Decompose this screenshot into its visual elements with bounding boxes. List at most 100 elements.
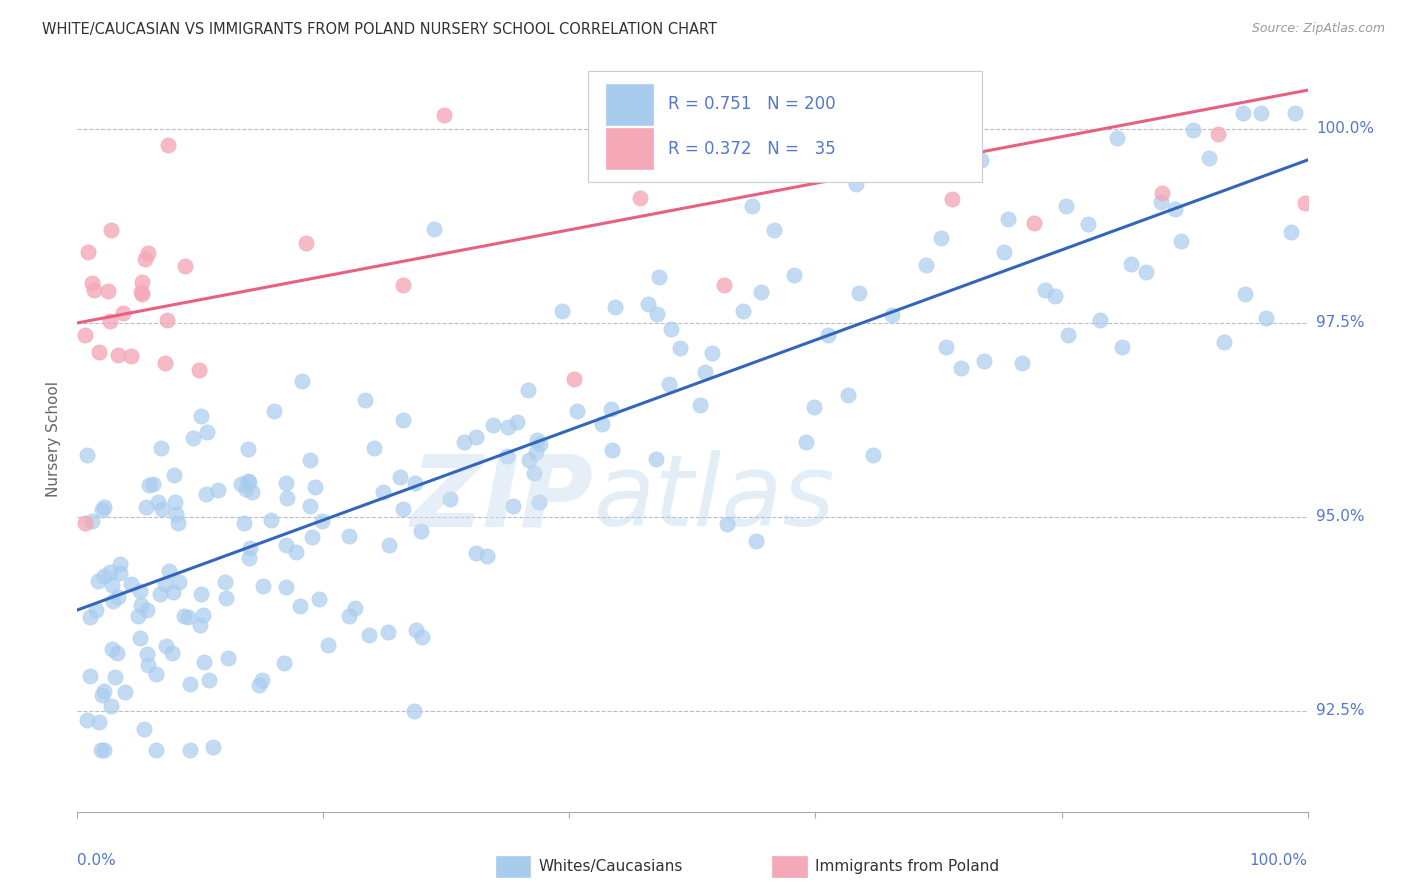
Point	[887, 151, 910, 165]
Point	[162, 585, 184, 599]
Text: 95.0%: 95.0%	[1316, 509, 1364, 524]
Point	[794, 434, 817, 449]
Point	[173, 608, 195, 623]
Point	[404, 705, 426, 719]
Y-axis label: Nursery School: Nursery School	[45, 381, 60, 498]
Point	[551, 304, 574, 318]
Point	[193, 607, 215, 622]
Point	[250, 673, 273, 687]
Point	[997, 212, 1019, 227]
Point	[145, 742, 167, 756]
Point	[862, 448, 884, 462]
Point	[950, 361, 973, 376]
Point	[136, 246, 159, 260]
Point	[359, 627, 381, 641]
Point	[605, 300, 627, 314]
Point	[496, 449, 519, 463]
Point	[131, 287, 153, 301]
Point	[190, 617, 212, 632]
Point	[404, 475, 426, 490]
Point	[391, 412, 413, 426]
Point	[76, 448, 98, 462]
Point	[135, 500, 157, 515]
Point	[529, 437, 551, 451]
Point	[1256, 311, 1278, 326]
Point	[87, 574, 110, 589]
Point	[890, 106, 912, 120]
Point	[422, 221, 444, 235]
Point	[195, 486, 218, 500]
Point	[371, 484, 394, 499]
Point	[138, 477, 160, 491]
Point	[308, 592, 330, 607]
Point	[75, 328, 97, 343]
Point	[562, 372, 585, 386]
Point	[339, 608, 361, 623]
Point	[311, 515, 333, 529]
Point	[193, 655, 215, 669]
Point	[111, 305, 134, 319]
Point	[591, 417, 613, 431]
Point	[201, 739, 224, 754]
Point	[453, 435, 475, 450]
Point	[1033, 283, 1056, 297]
Point	[100, 223, 122, 237]
Point	[73, 516, 96, 531]
Point	[120, 349, 142, 363]
Point	[475, 549, 498, 564]
Point	[1150, 194, 1173, 209]
Point	[108, 566, 131, 581]
Point	[207, 483, 229, 497]
Point	[837, 388, 859, 402]
Point	[1294, 196, 1316, 211]
Point	[502, 499, 524, 513]
Point	[77, 244, 100, 259]
Point	[1182, 122, 1205, 136]
Point	[156, 312, 179, 326]
Point	[238, 475, 260, 489]
Point	[273, 656, 295, 670]
Point	[749, 285, 772, 299]
Point	[907, 110, 929, 124]
Point	[1164, 202, 1187, 216]
Point	[1111, 340, 1133, 354]
Point	[392, 502, 415, 516]
Point	[153, 576, 176, 591]
Point	[141, 477, 163, 491]
Point	[128, 632, 150, 646]
Point	[505, 415, 527, 429]
Point	[1056, 328, 1078, 343]
Point	[153, 356, 176, 370]
Point	[238, 550, 260, 565]
Point	[389, 469, 412, 483]
Point	[630, 191, 652, 205]
Text: ZIP: ZIP	[411, 450, 595, 548]
Text: 97.5%: 97.5%	[1316, 316, 1364, 330]
Point	[353, 392, 375, 407]
Point	[149, 442, 172, 456]
Point	[482, 417, 505, 432]
Point	[235, 482, 257, 496]
Point	[93, 684, 115, 698]
Point	[517, 453, 540, 467]
Point	[135, 603, 157, 617]
Text: 100.0%: 100.0%	[1316, 121, 1374, 136]
Point	[882, 308, 904, 322]
Point	[405, 624, 427, 638]
Point	[527, 495, 550, 509]
Point	[98, 314, 121, 328]
Point	[524, 444, 547, 458]
Point	[195, 425, 218, 439]
Point	[637, 297, 659, 311]
Point	[762, 223, 785, 237]
Point	[783, 268, 806, 283]
FancyBboxPatch shape	[588, 70, 981, 182]
Point	[160, 646, 183, 660]
Point	[107, 590, 129, 604]
Point	[970, 153, 993, 167]
Point	[274, 476, 297, 491]
Point	[138, 657, 160, 672]
Point	[337, 529, 360, 543]
Point	[824, 153, 846, 167]
Point	[163, 495, 186, 509]
